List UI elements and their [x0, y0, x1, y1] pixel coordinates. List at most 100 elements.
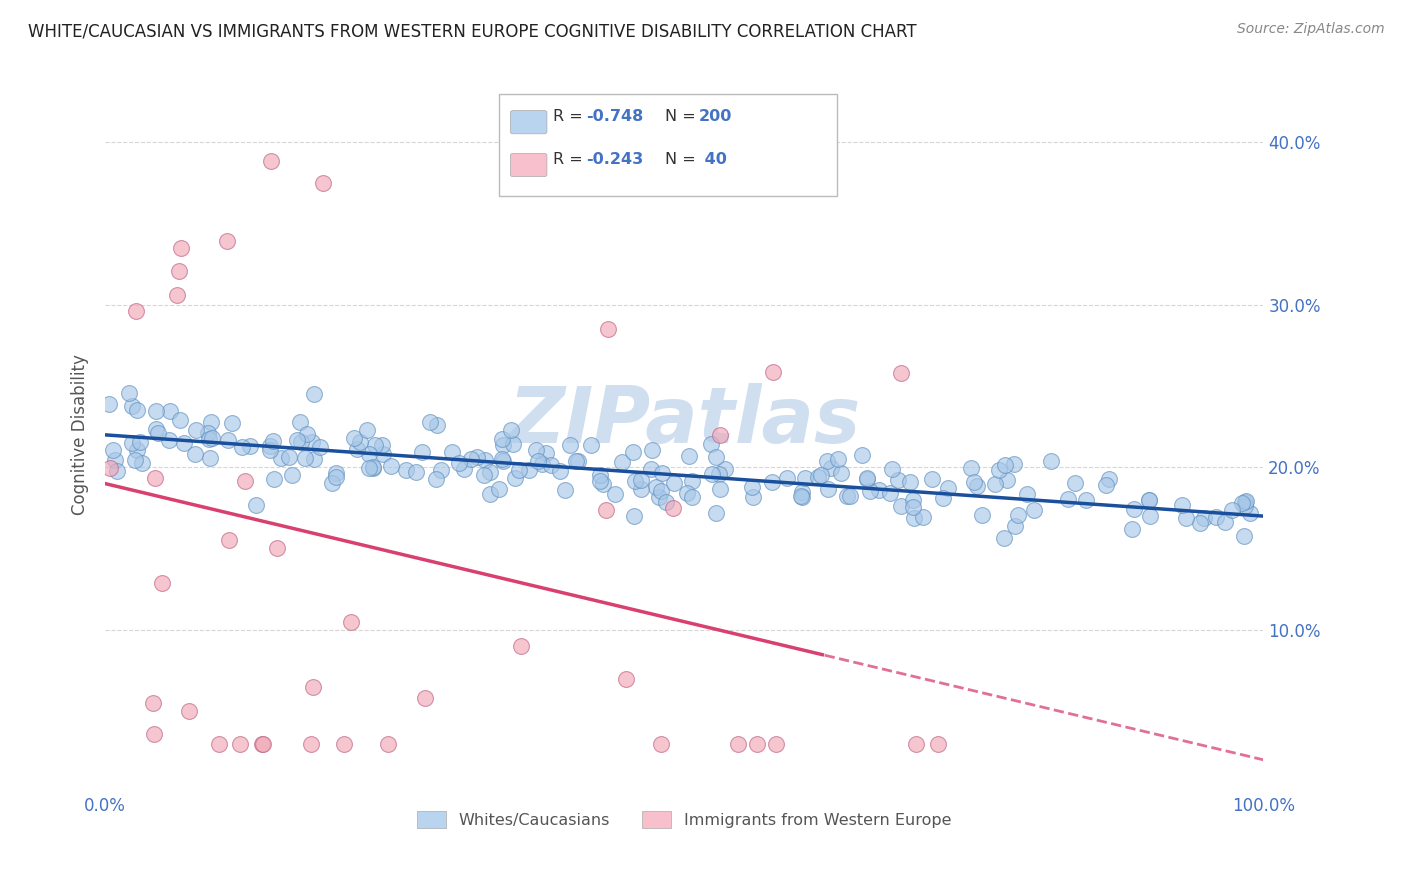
Point	[173, 435, 195, 450]
Point	[346, 442, 368, 457]
Point	[208, 737, 231, 751]
Point	[1040, 454, 1063, 468]
Point	[879, 486, 901, 500]
Point	[794, 471, 817, 485]
Point	[815, 454, 838, 468]
Point	[474, 453, 496, 467]
Text: N =: N =	[665, 153, 702, 167]
Point	[661, 500, 683, 515]
Point	[152, 576, 174, 591]
Point	[776, 471, 799, 485]
Point	[492, 454, 515, 468]
Point	[290, 434, 312, 449]
Point	[727, 737, 749, 751]
Point	[676, 485, 699, 500]
Point	[157, 433, 180, 447]
Point	[704, 450, 727, 465]
Point	[1121, 522, 1143, 536]
Point	[890, 366, 912, 380]
Point	[299, 737, 322, 751]
Point	[678, 449, 700, 463]
Point	[837, 489, 859, 503]
Point	[1123, 501, 1146, 516]
Legend: Whites/Caucasians, Immigrants from Western Europe: Whites/Caucasians, Immigrants from Weste…	[411, 805, 957, 834]
Point	[218, 533, 240, 548]
Point	[1239, 506, 1261, 520]
Point	[700, 437, 723, 451]
Point	[145, 404, 167, 418]
Point	[259, 439, 281, 453]
Point	[927, 737, 949, 751]
Point	[449, 456, 471, 470]
Point	[491, 437, 513, 451]
Point	[993, 531, 1015, 545]
Point	[491, 432, 513, 446]
Point	[851, 448, 873, 462]
Point	[277, 450, 299, 465]
Point	[239, 439, 262, 453]
Point	[425, 472, 447, 486]
Point	[1234, 495, 1257, 509]
Point	[285, 433, 308, 447]
Point	[198, 432, 221, 446]
Point	[651, 466, 673, 480]
Point	[560, 438, 582, 452]
Point	[612, 455, 634, 469]
Point	[765, 737, 787, 751]
Point	[761, 475, 783, 490]
Point	[595, 502, 617, 516]
Point	[357, 447, 380, 461]
Point	[200, 415, 222, 429]
Point	[589, 468, 612, 483]
Point	[118, 386, 141, 401]
Point	[215, 234, 238, 248]
Point	[413, 691, 436, 706]
Point	[830, 466, 852, 480]
Text: Source: ZipAtlas.com: Source: ZipAtlas.com	[1237, 22, 1385, 37]
Point	[650, 484, 672, 499]
Point	[200, 431, 222, 445]
Point	[988, 463, 1011, 477]
Point	[465, 450, 488, 465]
Point	[963, 475, 986, 489]
Point	[252, 737, 274, 751]
Point	[231, 440, 253, 454]
Point	[605, 487, 627, 501]
Point	[534, 446, 557, 460]
Point	[745, 737, 768, 751]
Point	[290, 415, 312, 429]
Point	[1064, 476, 1087, 491]
Point	[503, 471, 526, 485]
Point	[650, 737, 672, 751]
Point	[901, 493, 924, 508]
Point	[1213, 515, 1236, 529]
Point	[1234, 500, 1257, 514]
Point	[972, 508, 994, 523]
Point	[263, 472, 285, 486]
Point	[321, 476, 343, 491]
Point	[124, 452, 146, 467]
Point	[531, 457, 554, 471]
Point	[221, 416, 243, 430]
Point	[1188, 516, 1211, 530]
Point	[472, 468, 495, 483]
Point	[491, 451, 513, 466]
Point	[177, 704, 200, 718]
Point	[855, 471, 877, 485]
Point	[1139, 508, 1161, 523]
Text: R =: R =	[553, 153, 588, 167]
Point	[186, 423, 208, 437]
Point	[655, 494, 678, 508]
Point	[121, 399, 143, 413]
Point	[890, 499, 912, 513]
Point	[418, 415, 440, 429]
Point	[510, 639, 533, 653]
Point	[245, 498, 267, 512]
Point	[1094, 478, 1116, 492]
Point	[359, 461, 381, 475]
Point	[233, 474, 256, 488]
Point	[966, 479, 988, 493]
Point	[104, 453, 127, 467]
Point	[479, 487, 502, 501]
Point	[380, 458, 402, 473]
